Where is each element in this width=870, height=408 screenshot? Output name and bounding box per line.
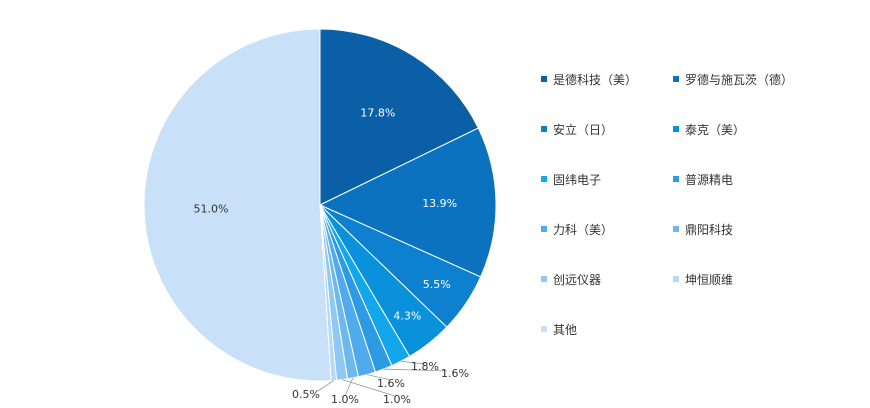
legend-item: 坤恒顺维 [673, 268, 823, 290]
data-label: 17.8% [360, 107, 395, 120]
legend-swatch [541, 76, 547, 82]
leader-line [344, 377, 354, 397]
pie-slice [318, 127, 497, 278]
leader-line [341, 379, 396, 397]
legend-item: 是德科技（美） [541, 68, 673, 90]
legend-swatch [541, 126, 547, 132]
data-label: 4.3% [393, 309, 421, 322]
legend-item: 固纬电子 [541, 168, 673, 190]
leader-line [317, 380, 335, 392]
legend-item: 泰克（美） [673, 118, 823, 140]
legend-item: 力科（美） [541, 218, 673, 240]
legend-label: 安立（日） [553, 122, 614, 137]
legend-item: 普源精电 [673, 168, 823, 190]
data-label: 5.5% [423, 278, 451, 291]
pie-slice [319, 28, 479, 206]
legend-swatch [673, 276, 679, 282]
legend-item: 创远仪器 [541, 268, 673, 290]
legend-label: 其他 [553, 322, 578, 337]
legend-label: 坤恒顺维 [685, 272, 734, 287]
legend-swatch [541, 276, 547, 282]
data-label: 13.9% [422, 197, 457, 210]
legend-label: 创远仪器 [553, 272, 602, 287]
legend-label: 鼎阳科技 [685, 222, 734, 237]
data-label: 1.8% [411, 360, 439, 373]
legend-swatch [541, 226, 547, 232]
legend-item: 鼎阳科技 [673, 218, 823, 240]
legend-label: 普源精电 [685, 172, 734, 187]
leader-line [383, 368, 448, 372]
legend-swatch [673, 176, 679, 182]
data-label: 1.6% [441, 367, 469, 380]
legend-swatch [541, 176, 547, 182]
legend-label: 是德科技（美） [553, 72, 638, 87]
data-label: 1.0% [383, 393, 411, 406]
chart-legend: 是德科技（美） 罗德与施瓦茨（德） 安立（日） 泰克（美） 固纬电子 普源精电力科（美） 鼎… [541, 68, 841, 368]
legend-item: 其他 [541, 318, 673, 340]
legend-label: 泰克（美） [685, 122, 746, 137]
legend-label: 力科（美） [553, 222, 614, 237]
leader-line [366, 374, 392, 381]
leader-lines [317, 360, 448, 397]
legend-label: 固纬电子 [553, 172, 602, 187]
leader-line [400, 360, 426, 365]
data-label: 0.5% [292, 388, 320, 401]
legend-item: 罗德与施瓦茨（德） [673, 68, 823, 90]
legend-swatch [673, 76, 679, 82]
legend-swatch [673, 226, 679, 232]
data-labels: 17.8%13.9%5.5%4.3%1.8%1.6%1.6%1.0% 1.0%0.… [193, 107, 469, 406]
data-label: 51.0% [193, 202, 228, 215]
legend-swatch [673, 126, 679, 132]
pie-slices [143, 28, 497, 382]
pie-slice [143, 28, 332, 382]
data-label: 1.6% [377, 377, 405, 390]
legend-item: 安立（日） [541, 118, 673, 140]
legend-swatch [541, 326, 547, 332]
legend-label: 罗德与施瓦茨（德） [685, 72, 794, 87]
data-label: 1.0% [331, 393, 359, 406]
